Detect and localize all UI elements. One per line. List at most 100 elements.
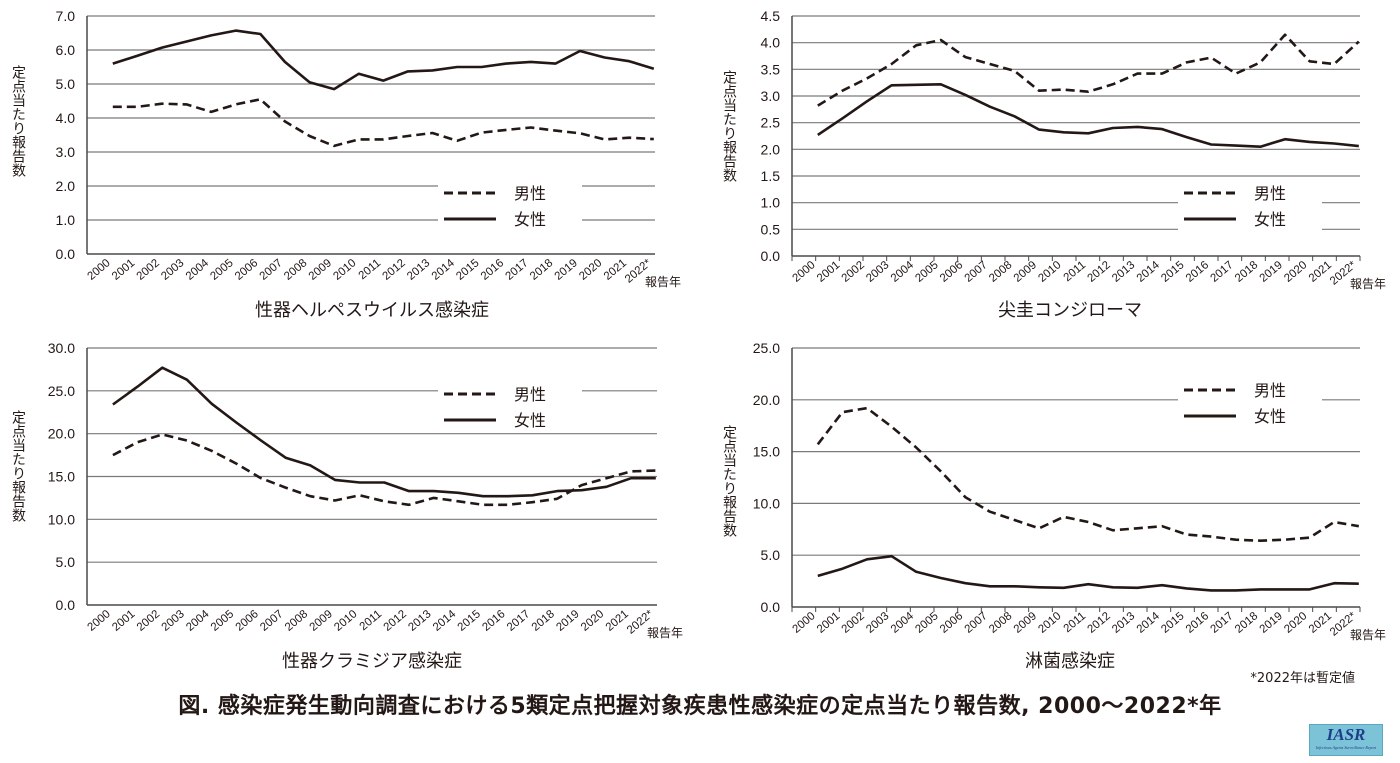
x-tick-label: 2001	[815, 610, 842, 636]
x-tick-label: 2007	[963, 610, 990, 636]
x-tick-label: 2007	[258, 257, 285, 283]
x-tick-label: 2001	[110, 608, 137, 634]
x-tick-label: 2004	[889, 259, 917, 285]
y-tick-label: 20.0	[48, 426, 75, 442]
x-tick-label: 2000	[790, 259, 817, 285]
y-tick-label: 1.0	[761, 195, 781, 211]
x-tick-label: 2008	[987, 610, 1014, 636]
legend-label: 女性	[1254, 407, 1286, 426]
x-tick-label: 2019	[1258, 610, 1285, 636]
x-tick-label: 2002	[135, 257, 162, 283]
x-tick-label: 2013	[1110, 610, 1137, 636]
legend-label: 男性	[1254, 184, 1286, 203]
x-tick-label: 2018	[528, 257, 555, 283]
y-tick-label: 4.0	[761, 35, 781, 51]
x-tick-label: 2001	[815, 259, 842, 285]
x-tick-label: 2010	[331, 257, 358, 283]
x-tick-label: 2003	[864, 259, 891, 285]
x-tick-label: 2009	[1012, 259, 1039, 285]
x-tick-label: 2012	[1085, 610, 1112, 636]
chart-title: 尖圭コンジローマ	[998, 300, 1142, 321]
y-tick-label: 3.5	[761, 61, 781, 77]
x-tick-label: 2012	[1085, 259, 1112, 285]
y-tick-label: 4.5	[761, 8, 781, 24]
y-tick-label: 2.0	[761, 141, 781, 157]
x-tick-label: 2015	[454, 257, 481, 283]
x-tick-label: 2017	[505, 608, 532, 634]
x-tick-label: 2018	[530, 608, 557, 634]
x-tick-label: 2014	[431, 608, 459, 634]
iasr-logo: IASR Infectious Agents Surveillance Repo…	[1309, 724, 1383, 756]
chart-title: 性器ヘルペスウイルス感染症	[255, 300, 489, 321]
x-tick-label: 2007	[258, 608, 285, 634]
series-line-female	[817, 83, 1359, 148]
x-tick-label: 2006	[938, 259, 965, 285]
x-tick-label: 2013	[405, 257, 432, 283]
x-tick-label: 2000	[790, 610, 817, 636]
y-axis-label: 定点当たり報告数	[10, 410, 26, 522]
x-tick-label: 2008	[282, 257, 309, 283]
chart-title: 淋菌感染症	[1025, 651, 1115, 672]
series-line-male	[817, 33, 1360, 107]
y-tick-label: 25.0	[753, 340, 780, 356]
x-tick-label: 2001	[110, 257, 137, 283]
x-tick-label: 2009	[307, 257, 334, 283]
y-tick-label: 0.0	[761, 599, 781, 615]
legend-label: 女性	[514, 411, 546, 430]
x-tick-label: 2006	[233, 257, 260, 283]
y-tick-label: 0.0	[56, 597, 76, 613]
logo-subtext: Infectious Agents Surveillance Report	[1315, 745, 1377, 750]
x-tick-label: 2011	[1062, 259, 1089, 284]
x-tick-label: 2017	[503, 257, 530, 283]
y-tick-label: 15.0	[48, 469, 75, 485]
y-tick-label: 2.0	[56, 178, 76, 194]
y-tick-label: 1.0	[56, 212, 76, 228]
y-tick-label: 4.0	[56, 110, 76, 126]
chart-panel-1: 0.0 1.0 2.0 3.0 4.0 5.0 6.0 7.0 2000200120022003…	[10, 8, 681, 321]
series-line-female	[817, 554, 1359, 592]
x-tick-label: 2013	[1110, 259, 1137, 285]
x-tick-label: 2004	[889, 610, 917, 636]
x-tick-label: 2016	[480, 608, 507, 634]
y-tick-label: 5.0	[761, 547, 781, 563]
x-tick-label: 2015	[1159, 259, 1186, 285]
y-axis-label: 定点当たり報告数	[721, 425, 737, 537]
y-tick-label: 10.0	[48, 511, 75, 527]
y-tick-label: 5.0	[56, 76, 76, 92]
chart-panel-2: 0.00.51.01.52.02.53.03.54.04.52000200120…	[721, 8, 1386, 321]
y-tick-label: 10.0	[753, 495, 780, 511]
x-tick-label: 2009	[1012, 610, 1039, 636]
x-tick-label: 2005	[913, 259, 940, 285]
x-tick-label: 2014	[430, 257, 458, 283]
series-line-female	[112, 29, 655, 91]
x-tick-label: 2015	[456, 608, 483, 634]
legend-label: 男性	[514, 385, 546, 404]
x-tick-label: 2017	[1208, 259, 1235, 285]
y-tick-label: 7.0	[56, 8, 76, 24]
x-axis-label: 報告年	[1350, 628, 1386, 642]
series-line-male	[112, 433, 656, 507]
x-tick-label: 2016	[1184, 610, 1211, 636]
legend-label: 男性	[514, 184, 546, 203]
legend-box	[1178, 376, 1322, 428]
x-tick-label: 2013	[406, 608, 433, 634]
x-tick-label: 2011	[1062, 610, 1089, 635]
y-tick-label: 6.0	[56, 42, 76, 58]
y-axis-label: 定点当たり報告数	[721, 70, 737, 182]
x-tick-label: 2012	[382, 608, 409, 634]
y-tick-label: 5.0	[56, 554, 76, 570]
x-tick-label: 2018	[1233, 610, 1260, 636]
x-tick-label: 2003	[159, 257, 186, 283]
legend-label: 男性	[1254, 381, 1286, 400]
x-tick-label: 2019	[1258, 259, 1285, 285]
x-tick-label: 2000	[86, 608, 113, 634]
x-tick-label: 2019	[554, 608, 581, 634]
x-tick-label: 2014	[1135, 610, 1163, 636]
legend-label: 女性	[514, 210, 546, 229]
x-tick-label: 2016	[479, 257, 506, 283]
y-tick-label: 0.5	[761, 221, 781, 237]
y-tick-label: 3.0	[56, 144, 76, 160]
x-tick-label: 2010	[332, 608, 359, 634]
legend-box	[438, 380, 582, 432]
x-tick-label: 2005	[208, 257, 235, 283]
